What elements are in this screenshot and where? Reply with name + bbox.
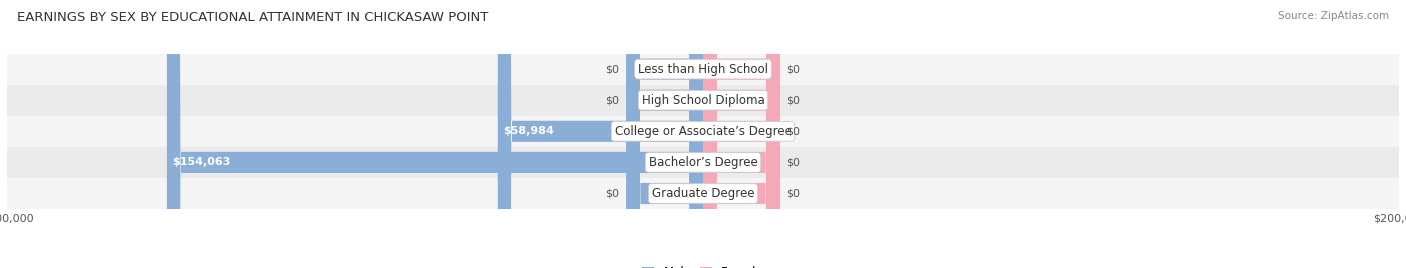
FancyBboxPatch shape xyxy=(7,85,1399,116)
Legend: Male, Female: Male, Female xyxy=(637,262,769,268)
Text: Source: ZipAtlas.com: Source: ZipAtlas.com xyxy=(1278,11,1389,21)
FancyBboxPatch shape xyxy=(7,178,1399,209)
FancyBboxPatch shape xyxy=(7,116,1399,147)
FancyBboxPatch shape xyxy=(7,54,1399,85)
Text: $58,984: $58,984 xyxy=(503,126,554,136)
FancyBboxPatch shape xyxy=(703,0,779,268)
FancyBboxPatch shape xyxy=(703,0,779,268)
Text: $0: $0 xyxy=(786,64,800,74)
Text: Bachelor’s Degree: Bachelor’s Degree xyxy=(648,156,758,169)
FancyBboxPatch shape xyxy=(7,147,1399,178)
Text: Less than High School: Less than High School xyxy=(638,63,768,76)
FancyBboxPatch shape xyxy=(627,0,703,268)
Text: $0: $0 xyxy=(606,64,620,74)
FancyBboxPatch shape xyxy=(167,0,703,268)
FancyBboxPatch shape xyxy=(703,0,779,268)
FancyBboxPatch shape xyxy=(627,0,703,268)
Text: College or Associate’s Degree: College or Associate’s Degree xyxy=(614,125,792,138)
FancyBboxPatch shape xyxy=(627,0,703,268)
Text: EARNINGS BY SEX BY EDUCATIONAL ATTAINMENT IN CHICKASAW POINT: EARNINGS BY SEX BY EDUCATIONAL ATTAINMEN… xyxy=(17,11,488,24)
Text: High School Diploma: High School Diploma xyxy=(641,94,765,107)
Text: $0: $0 xyxy=(606,188,620,199)
Text: $0: $0 xyxy=(606,95,620,105)
FancyBboxPatch shape xyxy=(498,0,703,268)
FancyBboxPatch shape xyxy=(703,0,779,268)
Text: $0: $0 xyxy=(786,126,800,136)
Text: Graduate Degree: Graduate Degree xyxy=(652,187,754,200)
Text: $0: $0 xyxy=(786,157,800,168)
Text: $0: $0 xyxy=(786,95,800,105)
FancyBboxPatch shape xyxy=(703,0,779,268)
Text: $154,063: $154,063 xyxy=(173,157,231,168)
Text: $0: $0 xyxy=(786,188,800,199)
